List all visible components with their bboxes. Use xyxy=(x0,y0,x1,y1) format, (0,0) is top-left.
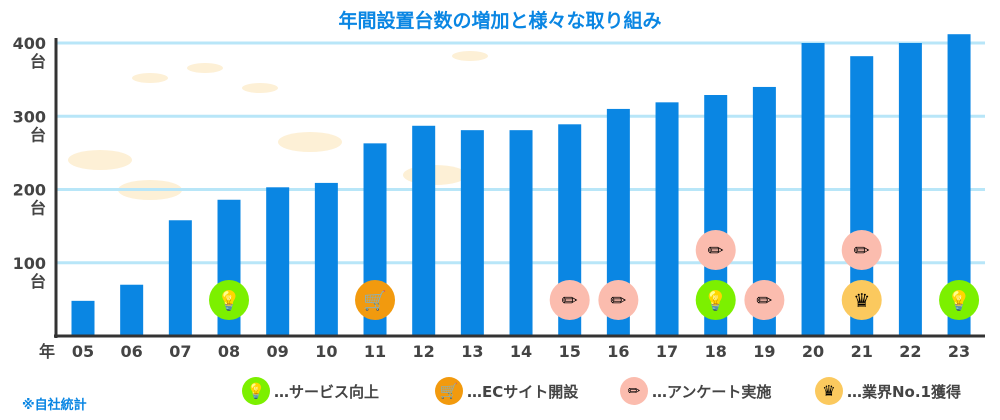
fish-decoration xyxy=(132,73,168,83)
bar-20 xyxy=(801,43,825,336)
pencil-icon: ✏ xyxy=(708,240,724,262)
bar-06 xyxy=(120,284,144,336)
bar-12 xyxy=(412,125,436,337)
x-tick-label: 22 xyxy=(899,342,921,361)
lightbulb-icon: 💡 xyxy=(217,289,241,312)
fish-decoration xyxy=(187,63,223,73)
marker-pencil-icon xyxy=(598,280,639,320)
marker-pencil-icon xyxy=(549,280,590,320)
pencil-icon: ✏ xyxy=(562,290,578,312)
bar-13 xyxy=(460,130,484,336)
legend-label: …サービス向上 xyxy=(274,382,380,401)
lightbulb-icon: 💡 xyxy=(242,377,270,405)
bar-10 xyxy=(314,182,338,336)
y-tick-label: 400 xyxy=(13,34,46,53)
crown-icon: ♛ xyxy=(815,377,843,405)
x-tick-label: 14 xyxy=(510,342,532,361)
x-tick-label: 13 xyxy=(461,342,483,361)
marker-lightbulb-icon xyxy=(209,280,250,320)
legend-label: …ECサイト開設 xyxy=(467,382,579,401)
x-tick-label: 12 xyxy=(413,342,435,361)
bar-23 xyxy=(947,34,971,337)
x-axis-label: 年 xyxy=(39,342,55,361)
x-tick-label: 20 xyxy=(802,342,824,361)
y-tick-unit: 台 xyxy=(30,199,46,218)
x-tick-label: 21 xyxy=(851,342,873,361)
pencil-icon: ✏ xyxy=(620,377,648,405)
bar-16 xyxy=(606,108,630,336)
x-tick-label: 23 xyxy=(948,342,970,361)
pencil-icon: ✏ xyxy=(610,290,626,312)
lightbulb-icon: 💡 xyxy=(947,289,971,312)
bar-17 xyxy=(655,102,679,337)
legend-item-award: ♛ …業界No.1獲得 xyxy=(815,377,961,405)
legend-label: …アンケート実施 xyxy=(652,382,772,401)
marker-pencil-icon xyxy=(695,230,736,270)
bar-05 xyxy=(71,300,95,336)
lightbulb-icon: 💡 xyxy=(704,289,728,312)
x-tick-label: 19 xyxy=(753,342,775,361)
y-tick-unit: 台 xyxy=(30,125,46,144)
legend-label: …業界No.1獲得 xyxy=(847,382,961,401)
bar-18 xyxy=(704,95,728,336)
y-tick-unit: 台 xyxy=(30,52,46,71)
y-tick-label: 300 xyxy=(13,107,46,126)
x-tick-label: 15 xyxy=(559,342,581,361)
x-tick-label: 11 xyxy=(364,342,386,361)
x-tick-label: 17 xyxy=(656,342,678,361)
y-tick-unit: 台 xyxy=(30,272,46,291)
legend-item-service: 💡 …サービス向上 xyxy=(242,377,379,405)
x-tick-label: 16 xyxy=(607,342,629,361)
bar-14 xyxy=(509,130,533,336)
fish-decoration xyxy=(452,51,488,61)
bar-09 xyxy=(266,187,290,336)
fish-decoration xyxy=(278,132,342,152)
x-tick-label: 09 xyxy=(267,342,289,361)
marker-cart-icon xyxy=(355,280,396,320)
fish-decoration xyxy=(242,83,278,93)
crown-icon: ♛ xyxy=(853,290,870,312)
marker-crown-icon xyxy=(841,280,882,320)
cart-icon: 🛒 xyxy=(435,377,463,405)
x-tick-label: 18 xyxy=(705,342,727,361)
bar-07 xyxy=(168,220,192,336)
x-tick-label: 06 xyxy=(121,342,143,361)
y-tick-label: 100 xyxy=(13,254,46,273)
marker-lightbulb-icon xyxy=(695,280,736,320)
marker-pencil-icon xyxy=(744,280,785,320)
fish-decoration xyxy=(68,150,132,170)
x-tick-label: 08 xyxy=(218,342,240,361)
source-note: ※自社統計 xyxy=(22,398,87,413)
x-tick-label: 10 xyxy=(315,342,337,361)
x-tick-label: 07 xyxy=(169,342,191,361)
chart-title: 年間設置台数の増加と様々な取り組み xyxy=(338,10,662,32)
legend-item-ec: 🛒 …ECサイト開設 xyxy=(435,377,578,405)
pencil-icon: ✏ xyxy=(756,290,772,312)
legend-item-survey: ✏ …アンケート実施 xyxy=(620,377,771,405)
y-tick-label: 200 xyxy=(13,181,46,200)
pencil-icon: ✏ xyxy=(854,240,870,262)
x-tick-label: 05 xyxy=(72,342,94,361)
cart-icon: 🛒 xyxy=(363,289,387,312)
marker-lightbulb-icon xyxy=(939,280,980,320)
marker-pencil-icon xyxy=(841,230,882,270)
bar-22 xyxy=(898,43,922,336)
bar-19 xyxy=(752,86,776,336)
